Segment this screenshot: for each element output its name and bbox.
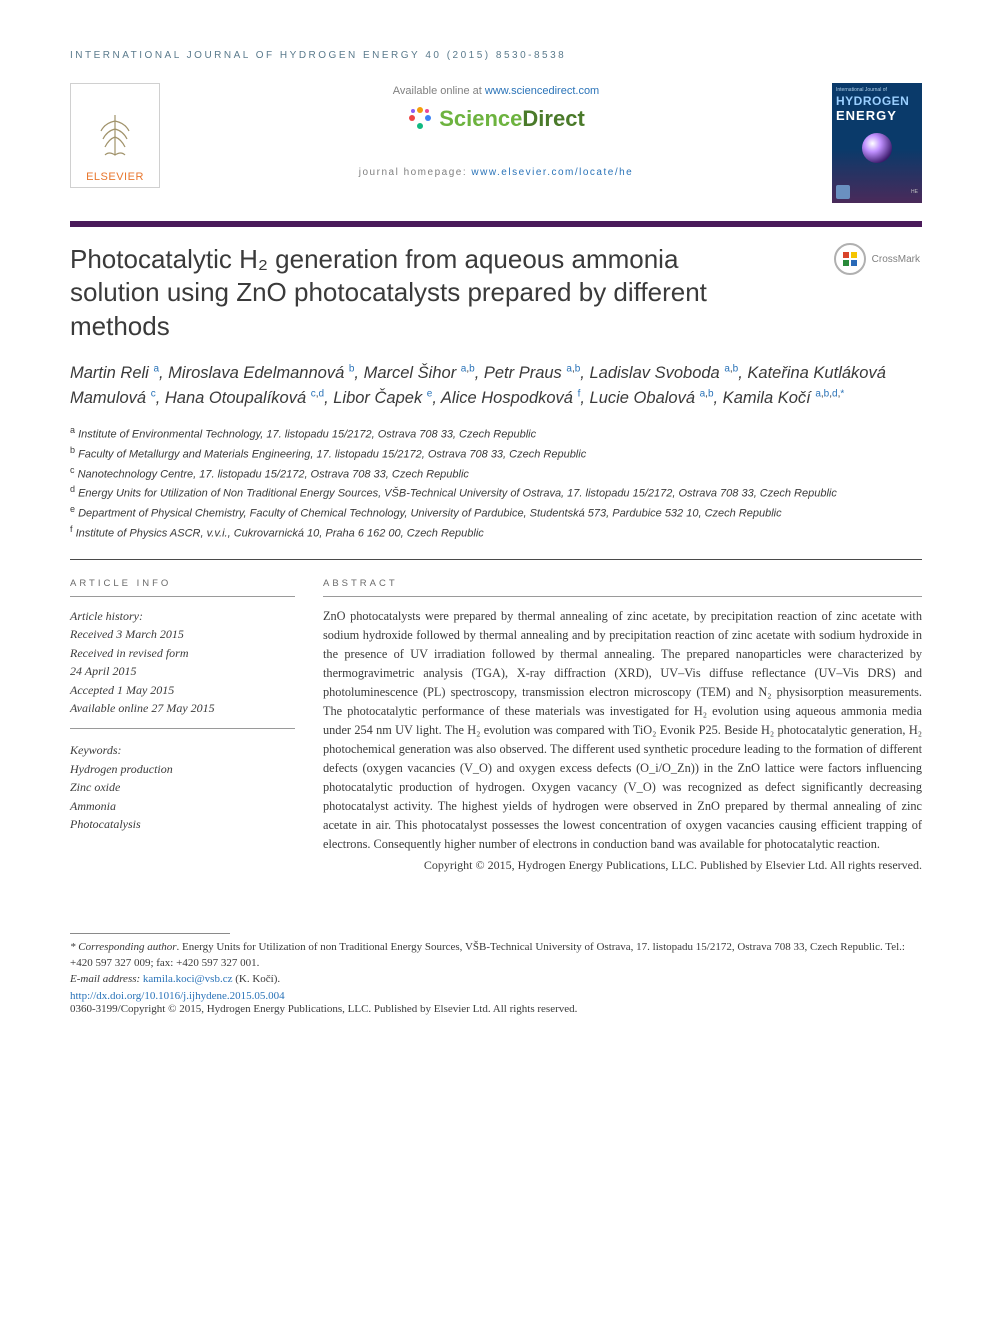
authors-list: Martin Reli a, Miroslava Edelmannová b, … bbox=[70, 361, 922, 411]
affiliations: a Institute of Environmental Technology,… bbox=[70, 424, 922, 542]
two-column-body: ARTICLE INFO Article history: Received 3… bbox=[70, 578, 922, 874]
keywords-label: Keywords: bbox=[70, 741, 295, 760]
abstract-text: ZnO photocatalysts were prepared by ther… bbox=[323, 607, 922, 855]
affiliation-b: Faculty of Metallurgy and Materials Engi… bbox=[78, 449, 586, 461]
doi-line: http://dx.doi.org/10.1016/j.ijhydene.201… bbox=[70, 990, 922, 1002]
affil-link-c[interactable]: c bbox=[311, 388, 316, 399]
elsevier-tree-icon bbox=[87, 109, 143, 165]
sciencedirect-link[interactable]: www.sciencedirect.com bbox=[485, 85, 599, 97]
running-head: INTERNATIONAL JOURNAL OF HYDROGEN ENERGY… bbox=[70, 50, 922, 61]
email-link[interactable]: kamila.koci@vsb.cz bbox=[143, 973, 233, 985]
sd-dots-icon bbox=[407, 105, 435, 133]
affil-link-a[interactable]: a bbox=[700, 388, 706, 399]
affil-link-a[interactable]: a bbox=[461, 363, 467, 374]
cover-orb-icon bbox=[862, 133, 892, 163]
affil-link-d[interactable]: d bbox=[832, 388, 838, 399]
cover-top-text: International Journal of bbox=[836, 87, 918, 93]
affiliation-c: Nanotechnology Centre, 17. listopadu 15/… bbox=[78, 468, 469, 480]
abstract-label: ABSTRACT bbox=[323, 578, 922, 597]
crossmark-label: CrossMark bbox=[872, 254, 920, 265]
journal-cover: International Journal of HYDROGEN ENERGY… bbox=[832, 83, 922, 203]
history-received: Received 3 March 2015 bbox=[70, 627, 184, 641]
article-title: Photocatalytic H₂ generation from aqueou… bbox=[70, 243, 760, 343]
article-info-column: ARTICLE INFO Article history: Received 3… bbox=[70, 578, 295, 874]
article-history: Article history: Received 3 March 2015 R… bbox=[70, 607, 295, 730]
cover-energy-text: ENERGY bbox=[836, 108, 918, 123]
sd-wordmark: ScienceDirect bbox=[439, 106, 585, 132]
history-accepted: Accepted 1 May 2015 bbox=[70, 683, 174, 697]
elsevier-label: ELSEVIER bbox=[86, 171, 144, 183]
keyword-item: Hydrogen production bbox=[70, 760, 295, 779]
affil-link-b[interactable]: b bbox=[824, 388, 830, 399]
title-block: CrossMark Photocatalytic H₂ generation f… bbox=[70, 227, 922, 560]
available-online-line: Available online at www.sciencedirect.co… bbox=[180, 85, 812, 97]
corresp-star-link[interactable]: * bbox=[840, 388, 844, 399]
header-center: Available online at www.sciencedirect.co… bbox=[180, 83, 812, 178]
affiliation-d: Energy Units for Utilization of Non Trad… bbox=[78, 488, 837, 500]
cover-iahe-icon bbox=[836, 185, 850, 199]
available-prefix: Available online at bbox=[393, 85, 485, 97]
keyword-item: Ammonia bbox=[70, 797, 295, 816]
corresponding-author-note: * Corresponding author. Energy Units for… bbox=[70, 940, 922, 972]
keyword-item: Photocatalysis bbox=[70, 815, 295, 834]
doi-link[interactable]: http://dx.doi.org/10.1016/j.ijhydene.201… bbox=[70, 990, 285, 1002]
affil-link-a[interactable]: a bbox=[724, 363, 730, 374]
affil-link-a[interactable]: a bbox=[815, 388, 821, 399]
history-online: Available online 27 May 2015 bbox=[70, 701, 215, 715]
crossmark-widget[interactable]: CrossMark bbox=[834, 243, 920, 275]
history-label: Article history: bbox=[70, 607, 295, 626]
affiliation-a: Institute of Environmental Technology, 1… bbox=[78, 429, 536, 441]
sciencedirect-logo: ScienceDirect bbox=[407, 105, 585, 133]
affil-link-a[interactable]: a bbox=[566, 363, 572, 374]
keywords-block: Keywords: Hydrogen production Zinc oxide… bbox=[70, 741, 295, 834]
homepage-line: journal homepage: www.elsevier.com/locat… bbox=[180, 167, 812, 178]
history-revised-2: 24 April 2015 bbox=[70, 664, 136, 678]
article-info-label: ARTICLE INFO bbox=[70, 578, 295, 597]
homepage-link[interactable]: www.elsevier.com/locate/he bbox=[471, 167, 633, 178]
cover-footer: HE bbox=[836, 185, 918, 199]
abstract-copyright: Copyright © 2015, Hydrogen Energy Public… bbox=[323, 858, 922, 873]
history-revised-1: Received in revised form bbox=[70, 646, 189, 660]
cover-hydrogen-text: HYDROGEN bbox=[836, 94, 918, 108]
bottom-copyright: 0360-3199/Copyright © 2015, Hydrogen Ene… bbox=[70, 1003, 922, 1015]
abstract-column: ABSTRACT ZnO photocatalysts were prepare… bbox=[323, 578, 922, 874]
crossmark-icon bbox=[834, 243, 866, 275]
homepage-prefix: journal homepage: bbox=[359, 167, 472, 178]
footnote-rule bbox=[70, 933, 230, 934]
footnotes: * Corresponding author. Energy Units for… bbox=[70, 940, 922, 988]
email-line: E-mail address: kamila.koci@vsb.cz (K. K… bbox=[70, 972, 922, 988]
affiliation-f: Institute of Physics ASCR, v.v.i., Cukro… bbox=[76, 527, 484, 539]
keyword-item: Zinc oxide bbox=[70, 778, 295, 797]
elsevier-logo: ELSEVIER bbox=[70, 83, 160, 188]
affiliation-e: Department of Physical Chemistry, Facult… bbox=[78, 508, 782, 520]
header-zone: ELSEVIER International Journal of HYDROG… bbox=[70, 83, 922, 213]
